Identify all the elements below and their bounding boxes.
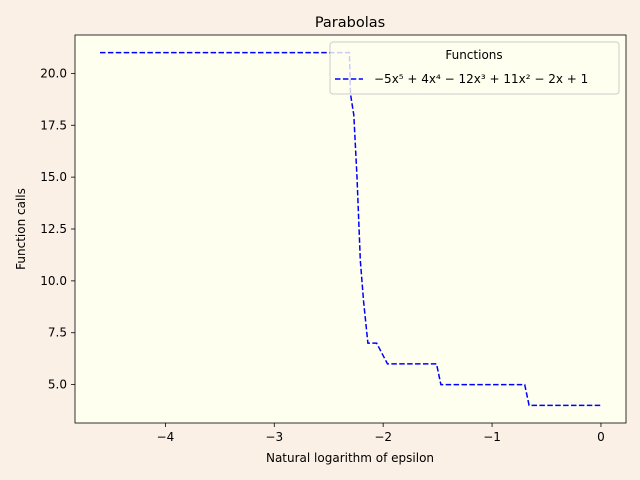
x-tick-label: −4 [157, 430, 175, 444]
x-axis-label: Natural logarithm of epsilon [266, 451, 434, 465]
x-tick-label: −2 [374, 430, 392, 444]
legend-title: Functions [445, 48, 502, 62]
legend: Functions −5x⁵ + 4x⁴ − 12x³ + 11x² − 2x … [329, 41, 620, 95]
y-tick-label: 20.0 [40, 66, 67, 80]
x-tick-label: −1 [483, 430, 501, 444]
y-axis-label: Function calls [14, 188, 28, 270]
y-axis: 5.0 7.5 10.0 12.5 15.0 17.5 20.0 [40, 66, 75, 392]
y-tick-label: 7.5 [48, 326, 67, 340]
legend-box [329, 41, 620, 95]
series-layer [100, 51, 601, 407]
legend-entry-label: −5x⁵ + 4x⁴ − 12x³ + 11x² − 2x + 1 [374, 72, 588, 86]
y-tick-label: 15.0 [40, 170, 67, 184]
x-tick-label: −3 [265, 430, 283, 444]
y-tick-label: 12.5 [40, 222, 67, 236]
x-axis: −4 −3 −2 −1 0 [157, 423, 605, 444]
x-tick-label: 0 [597, 430, 605, 444]
y-tick-label: 10.0 [40, 274, 67, 288]
y-tick-label: 17.5 [40, 118, 67, 132]
chart-title: Parabolas [315, 15, 385, 31]
y-tick-label: 5.0 [48, 378, 67, 392]
series-line [100, 51, 601, 407]
plot-area [75, 35, 626, 423]
